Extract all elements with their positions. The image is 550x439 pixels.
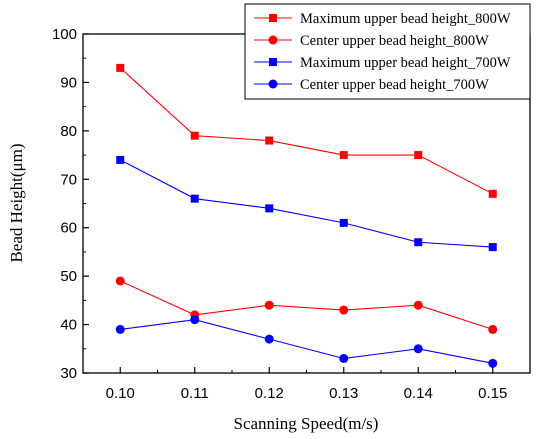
legend-entry: Maximum upper bead height_800W (254, 11, 511, 27)
data-point (488, 189, 497, 198)
x-tick-label: 0.12 (255, 385, 284, 402)
y-tick-label: 90 (60, 74, 77, 91)
data-point (265, 136, 274, 145)
legend-label: Maximum upper bead height_800W (300, 11, 511, 27)
series-line (120, 319, 493, 364)
legend-entry: Center upper bead height_800W (254, 33, 489, 49)
x-axis-title: Scanning Speed(m/s) (234, 414, 379, 433)
legend-marker (268, 79, 278, 89)
series-line (119, 159, 493, 248)
legend: Maximum upper bead height_800W Center upp… (244, 3, 531, 100)
data-point (413, 344, 423, 354)
data-point (190, 194, 199, 203)
data-point (488, 358, 498, 368)
legend-marker (268, 35, 278, 45)
x-axis: 0.10 0.11 0.12 0.13 0.14 0.15 (106, 367, 507, 402)
y-axis: 30 40 50 60 70 80 90 100 (52, 26, 89, 382)
y-tick-label: 70 (60, 171, 77, 188)
x-tick-label: 0.15 (478, 385, 507, 402)
y-axis-title: Bead Height(μm) (7, 143, 26, 262)
data-point (115, 276, 125, 286)
y-tick-label: 40 (60, 317, 77, 334)
series-1 (116, 63, 497, 198)
data-point (264, 334, 274, 344)
data-point (488, 243, 497, 252)
data-point (190, 315, 200, 325)
legend-label: Maximum upper bead height_700W (300, 55, 511, 71)
data-point (339, 353, 349, 363)
data-point (339, 151, 348, 160)
series-4 (115, 315, 498, 368)
data-point (116, 63, 125, 72)
legend-entry: Maximum upper bead height_700W (254, 55, 511, 71)
legend-entry: Center upper bead height_700W (254, 77, 489, 93)
data-point (414, 151, 423, 160)
data-point (339, 305, 349, 315)
y-tick-label: 60 (60, 220, 77, 237)
y-tick-label: 80 (60, 123, 77, 140)
legend-box (244, 3, 531, 100)
data-point (265, 204, 274, 213)
y-tick-label: 50 (60, 268, 77, 285)
y-tick-label: 100 (52, 26, 77, 43)
data-point (116, 155, 125, 164)
series-2 (115, 276, 498, 334)
data-point (488, 324, 498, 334)
data-point (264, 300, 274, 310)
data-point (339, 218, 348, 227)
x-tick-label: 0.10 (106, 385, 135, 402)
legend-label: Center upper bead height_700W (300, 77, 489, 93)
series-3 (116, 155, 497, 252)
data-point (190, 131, 199, 140)
x-tick-label: 0.11 (181, 385, 209, 402)
data-point (414, 238, 423, 247)
legend-marker (269, 58, 277, 66)
y-tick-label: 30 (60, 365, 77, 382)
x-tick-label: 0.13 (329, 385, 358, 402)
x-tick-label: 0.14 (404, 385, 433, 402)
series-line (119, 67, 494, 195)
data-point (413, 300, 423, 310)
data-point (115, 324, 125, 334)
legend-marker (269, 14, 277, 22)
series-line (120, 280, 493, 330)
legend-label: Center upper bead height_800W (300, 33, 489, 49)
series-layer (115, 63, 498, 368)
